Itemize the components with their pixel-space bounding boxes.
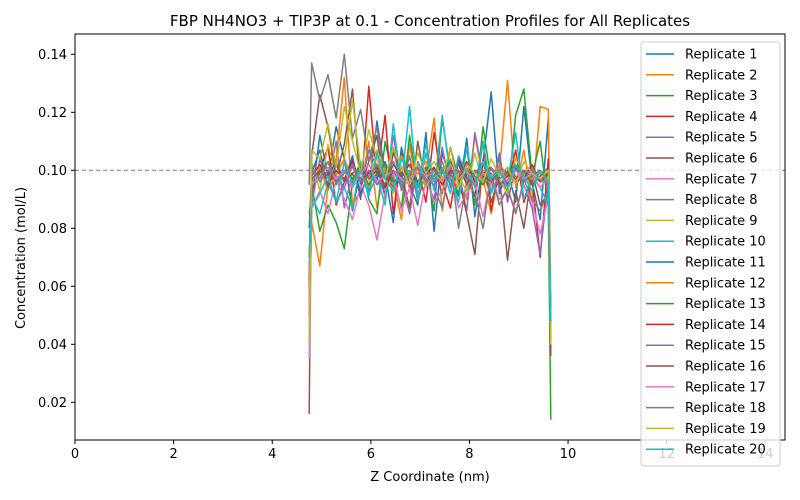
legend-label: Replicate 8 [685,193,758,208]
legend-label: Replicate 3 [685,89,758,104]
legend-label: Replicate 10 [685,235,766,250]
x-tick-label: 0 [71,447,79,462]
legend-label: Replicate 16 [685,360,766,375]
y-tick-label: 0.10 [38,164,67,179]
series-line-replicate-16 [308,160,552,342]
legend-label: Replicate 13 [685,297,766,312]
x-tick-label: 6 [367,447,375,462]
y-tick-label: 0.04 [38,338,67,353]
x-axis-label: Z Coordinate (nm) [370,470,489,485]
y-axis-label: Concentration (mol/L) [14,187,29,329]
y-tick-label: 0.12 [38,106,67,121]
legend-label: Replicate 11 [685,256,766,271]
legend-label: Replicate 18 [685,401,766,416]
series-line-replicate-19 [308,105,552,345]
x-tick-label: 10 [560,447,577,462]
legend-label: Replicate 5 [685,131,758,146]
legend-label: Replicate 12 [685,276,766,291]
y-tick-label: 0.06 [38,280,67,295]
legend-box [640,41,781,467]
legend-label: Replicate 7 [685,172,758,187]
x-tick-label: 8 [465,447,473,462]
legend-label: Replicate 2 [685,68,758,83]
legend-label: Replicate 15 [685,339,766,354]
legend-label: Replicate 9 [685,214,758,229]
series-line-replicate-17 [308,163,552,336]
axes-frame [74,33,786,441]
y-tick-label: 0.02 [38,396,67,411]
legend-label: Replicate 20 [685,443,766,458]
chart-title: FBP NH4NO3 + TIP3P at 0.1 - Concentratio… [170,12,690,30]
legend-label: Replicate 17 [685,380,766,395]
legend-label: Replicate 19 [685,422,766,437]
legend-label: Replicate 4 [685,110,758,125]
legend-label: Replicate 6 [685,152,758,167]
series-line-replicate-20 [308,143,552,322]
legend-label: Replicate 1 [685,48,758,63]
series-line-replicate-15 [308,160,552,327]
y-axis-ticks: 0.02 0.04 0.06 0.08 0.10 0.12 0.14 [38,48,75,411]
series-line-replicate-6 [308,88,552,414]
legend: Replicate 1 Replicate 2 Replicate 3 Replica… [640,41,781,467]
series-layer [308,53,552,420]
y-tick-label: 0.14 [38,48,67,63]
y-tick-label: 0.08 [38,222,67,237]
x-tick-label: 4 [268,447,276,462]
legend-label: Replicate 14 [685,318,766,333]
x-tick-label: 2 [169,447,177,462]
